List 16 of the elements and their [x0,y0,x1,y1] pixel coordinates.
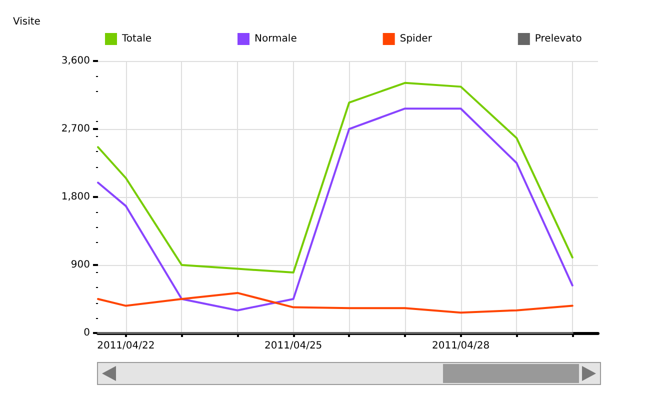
line-series [97,292,574,314]
y-tick-label: 0 [84,328,90,338]
legend-label: Totale [121,34,152,44]
legend-label: Spider [400,34,433,44]
y-axis-title: Visite [13,16,40,28]
y-tick-label: 2,700 [61,124,90,134]
legend-label: Normale [254,34,297,44]
x-tick-label: 2011/04/28 [432,340,490,352]
x-tick-label: 2011/04/25 [264,340,322,352]
x-tick-label: 2011/04/22 [97,340,155,352]
line-series [97,82,574,274]
y-tick-label: 900 [70,260,90,270]
line-series [97,108,574,312]
legend-label: Prelevato [534,34,582,44]
y-tick-label: 1,800 [61,192,90,202]
y-tick-label: 3,600 [61,56,90,66]
